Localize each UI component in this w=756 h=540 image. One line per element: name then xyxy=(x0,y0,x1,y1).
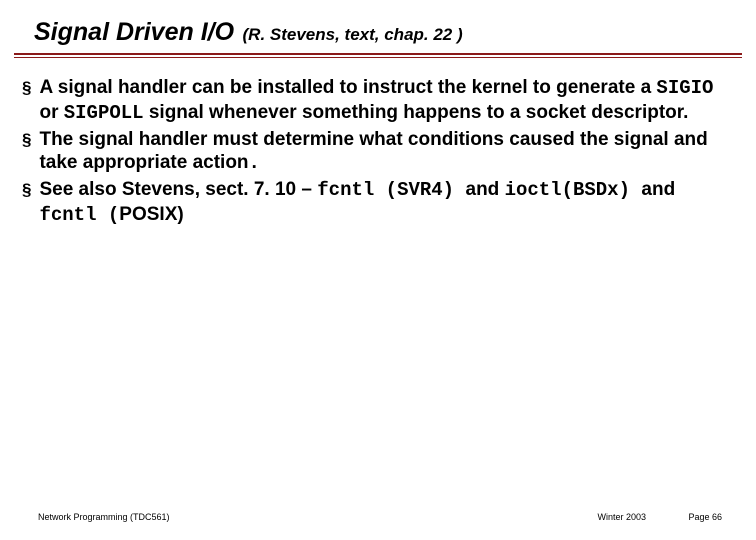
title-sub: (R. Stevens, text, chap. 22 ) xyxy=(243,25,463,44)
bullet-item: § The signal handler must determine what … xyxy=(22,128,734,177)
bullet-item: § See also Stevens, sect. 7. 10 – fcntl (… xyxy=(22,178,734,228)
slide-container: Signal Driven I/O (R. Stevens, text, cha… xyxy=(0,0,756,540)
text-span: A signal handler can be installed to ins… xyxy=(39,77,656,98)
footer: Network Programming (TDC561) Winter 2003… xyxy=(0,512,756,522)
bullet-item: § A signal handler can be installed to in… xyxy=(22,76,734,126)
bullet-list: § A signal handler can be installed to in… xyxy=(22,76,734,228)
code-span: ioctl(BSDx) xyxy=(505,179,642,201)
divider-thick xyxy=(14,53,742,55)
bullet-text: A signal handler can be installed to ins… xyxy=(39,76,734,126)
bullet-marker: § xyxy=(22,130,31,150)
code-span: . xyxy=(249,152,260,174)
footer-center: Winter 2003 xyxy=(597,512,646,522)
text-span: or xyxy=(39,102,63,123)
footer-right: Page 66 xyxy=(688,512,722,522)
text-span: and xyxy=(641,179,675,200)
text-span: signal whenever something happens to a s… xyxy=(144,102,689,123)
code-span: SIGIO xyxy=(656,77,713,99)
title-row: Signal Driven I/O (R. Stevens, text, cha… xyxy=(0,18,756,53)
text-span: The signal handler must determine what c… xyxy=(39,129,707,174)
text-span: See also Stevens, sect. 7. 10 – xyxy=(39,179,317,200)
bullet-text: See also Stevens, sect. 7. 10 – fcntl (S… xyxy=(39,178,734,228)
text-span: and xyxy=(466,179,505,200)
text-span: POSIX) xyxy=(119,204,183,225)
bullet-marker: § xyxy=(22,180,31,200)
bullet-marker: § xyxy=(22,78,31,98)
code-span: SIGPOLL xyxy=(64,102,144,124)
footer-left: Network Programming (TDC561) xyxy=(38,512,170,522)
title-main: Signal Driven I/O xyxy=(34,18,234,46)
content-area: § A signal handler can be installed to in… xyxy=(0,58,756,228)
code-span: fcntl (SVR4) xyxy=(317,179,465,201)
code-span: fcntl ( xyxy=(39,204,119,226)
bullet-text: The signal handler must determine what c… xyxy=(39,128,734,177)
